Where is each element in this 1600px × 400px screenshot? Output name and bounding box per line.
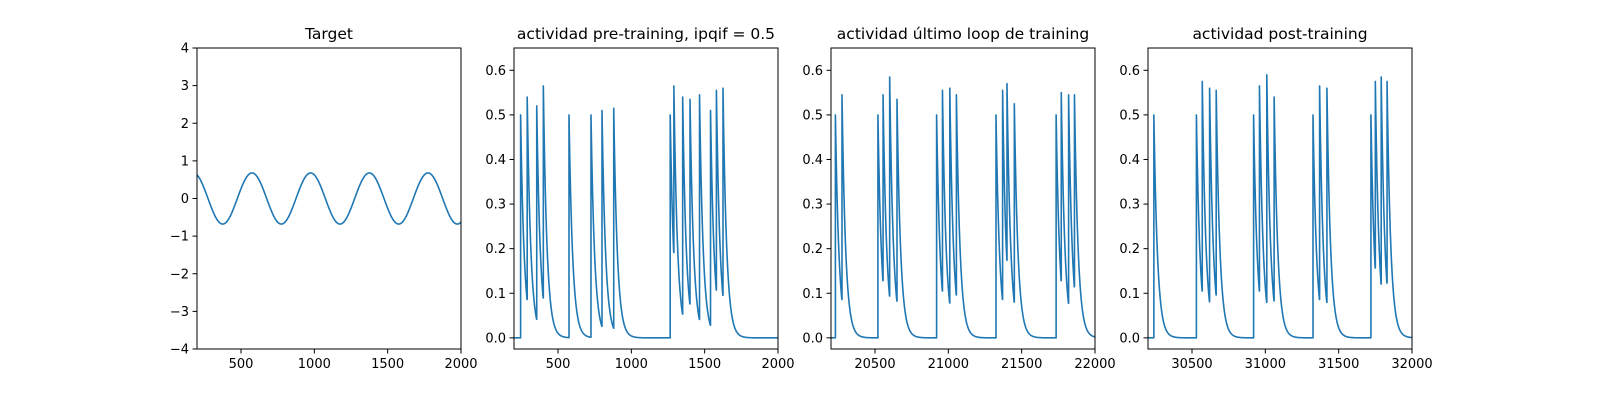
x-tick-label: 500 bbox=[546, 357, 571, 372]
x-tick-label: 500 bbox=[229, 357, 254, 372]
y-tick-label: −1 bbox=[170, 230, 189, 245]
subplot-title: actividad pre-training, ipqif = 0.5 bbox=[517, 25, 775, 43]
series-line bbox=[831, 76, 1095, 339]
y-tick-label: 0.6 bbox=[1119, 64, 1140, 79]
y-tick-label: 0.5 bbox=[802, 108, 823, 123]
series-line bbox=[1148, 73, 1412, 339]
y-tick-label: 0.0 bbox=[485, 331, 506, 346]
y-tick-label: 0.1 bbox=[1119, 287, 1140, 302]
y-tick-label: 0.3 bbox=[485, 198, 506, 213]
x-tick-label: 32000 bbox=[1391, 357, 1432, 372]
x-tick-label: 20500 bbox=[854, 357, 895, 372]
y-tick-label: 0.1 bbox=[485, 287, 506, 302]
y-tick-label: 2 bbox=[181, 117, 189, 132]
y-tick-label: 0.0 bbox=[1119, 331, 1140, 346]
x-tick-label: 1500 bbox=[688, 357, 721, 372]
y-tick-label: 0.6 bbox=[802, 64, 823, 79]
y-tick-label: 1 bbox=[181, 154, 189, 169]
subplot-title: actividad post-training bbox=[1192, 25, 1367, 43]
x-tick-label: 31500 bbox=[1318, 357, 1359, 372]
axes-frame bbox=[1147, 47, 1413, 350]
y-tick-label: 3 bbox=[181, 79, 189, 94]
subplot-post-training: actividad post-training 30500 31000 31500 3… bbox=[1119, 25, 1432, 372]
series-line bbox=[197, 172, 461, 225]
y-tick-label: 0.5 bbox=[485, 108, 506, 123]
subplot-last-training-loop: actividad último loop de training 20500 2… bbox=[802, 25, 1115, 372]
x-tick-label: 30500 bbox=[1171, 357, 1212, 372]
y-tick-label: −4 bbox=[170, 343, 189, 358]
subplot-pre-training: actividad pre-training, ipqif = 0.5 500 1… bbox=[485, 25, 794, 372]
y-tick-label: 0.3 bbox=[802, 198, 823, 213]
y-tick-label: −3 bbox=[170, 305, 189, 320]
y-tick-label: 0.1 bbox=[802, 287, 823, 302]
y-tick-label: 0.3 bbox=[1119, 198, 1140, 213]
axes-frame bbox=[513, 47, 779, 350]
y-tick-label: 0 bbox=[181, 192, 189, 207]
y-tick-label: 0.2 bbox=[802, 242, 823, 257]
y-tick-label: 0.4 bbox=[802, 153, 823, 168]
x-tick-label: 21000 bbox=[928, 357, 969, 372]
x-tick-label: 1000 bbox=[615, 357, 648, 372]
axes-frame bbox=[830, 47, 1096, 350]
x-tick-label: 31000 bbox=[1245, 357, 1286, 372]
x-tick-label: 1000 bbox=[298, 357, 331, 372]
y-tick-label: 0.2 bbox=[485, 242, 506, 257]
y-tick-label: 0.0 bbox=[802, 331, 823, 346]
series-line bbox=[514, 85, 778, 339]
x-tick-label: 2000 bbox=[444, 357, 477, 372]
y-tick-label: 0.2 bbox=[1119, 242, 1140, 257]
subplot-target: Target 500 1000 1500 2000 −4 −3 −2 −1 0 1 2 3 4 bbox=[170, 25, 478, 372]
subplot-title: actividad último loop de training bbox=[837, 25, 1089, 43]
y-tick-label: 0.4 bbox=[485, 153, 506, 168]
x-tick-label: 21500 bbox=[1001, 357, 1042, 372]
subplot-title: Target bbox=[304, 25, 353, 43]
x-tick-label: 1500 bbox=[371, 357, 404, 372]
y-tick-label: 0.6 bbox=[485, 64, 506, 79]
y-tick-label: 0.4 bbox=[1119, 153, 1140, 168]
y-tick-label: 0.5 bbox=[1119, 108, 1140, 123]
x-tick-label: 2000 bbox=[761, 357, 794, 372]
y-tick-label: 4 bbox=[181, 42, 189, 57]
x-tick-label: 22000 bbox=[1074, 357, 1115, 372]
y-tick-label: −2 bbox=[170, 267, 189, 282]
